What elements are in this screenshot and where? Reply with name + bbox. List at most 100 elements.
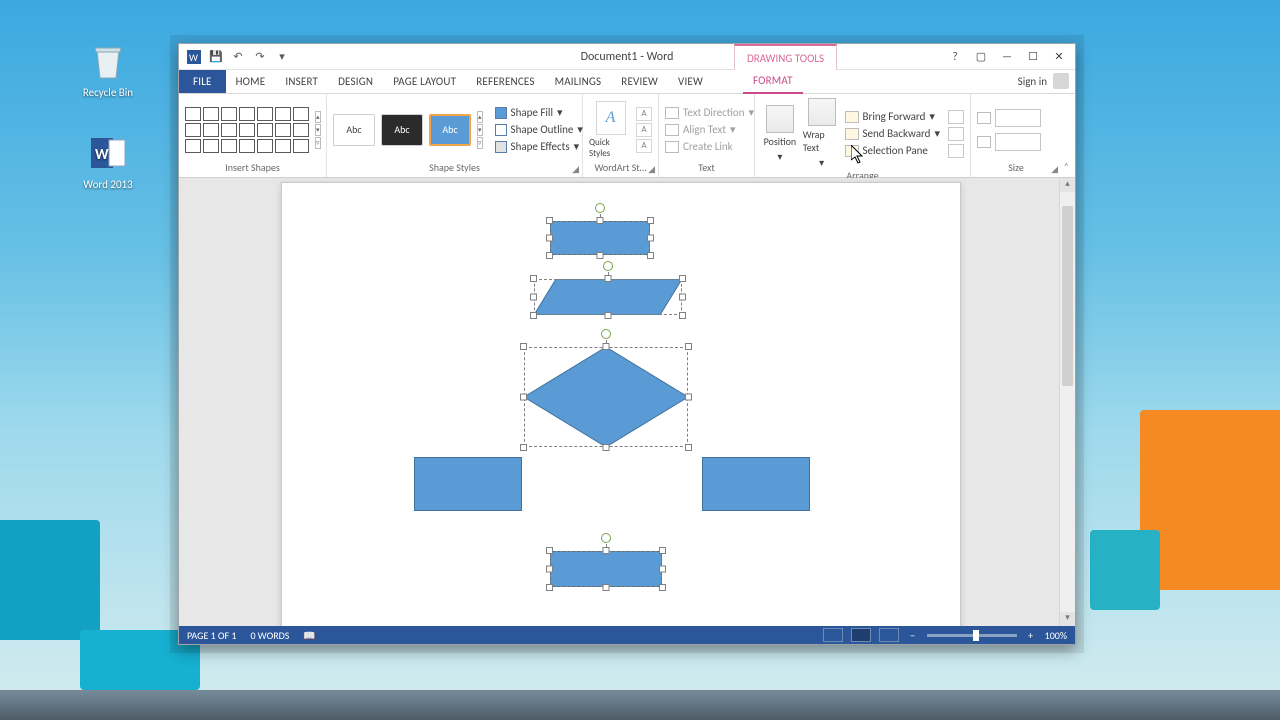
ribbon: ▴▾▿ Insert Shapes AbcAbcAbc ▴▾▿ Shape Fi… [179, 94, 1075, 178]
redo-button[interactable]: ↷ [251, 48, 269, 66]
save-button[interactable]: 💾 [207, 48, 225, 66]
sign-in-link[interactable]: Sign in [1018, 73, 1069, 89]
ribbon-display-button[interactable]: ▢ [969, 48, 993, 66]
quick-styles-button[interactable]: A [596, 101, 626, 135]
scroll-down-button[interactable]: ▾ [1060, 612, 1075, 626]
scroll-thumb[interactable] [1062, 206, 1073, 386]
tab-view[interactable]: VIEW [668, 71, 713, 93]
tab-mailings[interactable]: MAILINGS [545, 71, 612, 93]
flowchart-diamond[interactable] [524, 347, 688, 447]
minimize-button[interactable]: — [995, 48, 1019, 66]
title-bar: W 💾 ↶ ↷ ▾ Document1 - Word DRAWING TOOLS… [179, 44, 1075, 70]
tab-design[interactable]: DESIGN [328, 71, 383, 93]
spellcheck-icon[interactable]: 📖 [303, 629, 315, 642]
drawing-tools-context-label: DRAWING TOOLS [734, 44, 837, 70]
outline-swatch-icon [495, 124, 507, 136]
print-layout-button[interactable] [851, 628, 871, 642]
group-label: Insert Shapes [225, 161, 280, 174]
recycle-bin-icon [87, 40, 129, 82]
position-icon [766, 105, 794, 133]
send-backward-button[interactable]: Send Backward ▾ [845, 127, 940, 140]
shape-style-thumb[interactable]: Abc [429, 114, 471, 146]
rotate-button[interactable] [948, 144, 964, 158]
width-icon [977, 136, 991, 148]
desktop-icon-label: Word 2013 [83, 178, 132, 191]
gallery-scroll[interactable]: ▴▾▿ [477, 111, 483, 149]
page-indicator[interactable]: PAGE 1 OF 1 [187, 629, 236, 642]
position-button[interactable]: Position▾ [761, 105, 799, 163]
zoom-slider[interactable] [927, 634, 1017, 637]
dialog-launcher-icon[interactable]: ◢ [648, 164, 655, 175]
zoom-level[interactable]: 100% [1045, 629, 1067, 642]
group-label: WordArt St… [594, 161, 646, 174]
qat-customize-button[interactable]: ▾ [273, 48, 291, 66]
text-fill-button[interactable]: A [636, 107, 652, 121]
desktop-icon-label: Recycle Bin [83, 86, 133, 99]
document-area[interactable] [179, 178, 1059, 626]
taskbar[interactable] [0, 690, 1280, 720]
tab-format[interactable]: FORMAT [743, 70, 803, 94]
effects-swatch-icon [495, 141, 507, 153]
gallery-scroll[interactable]: ▴▾▿ [315, 111, 321, 149]
flowchart-rect[interactable] [550, 221, 650, 255]
help-button[interactable]: ? [943, 48, 967, 66]
group-label: Size [1008, 161, 1024, 174]
shape-width-input[interactable] [977, 133, 1041, 151]
text-effects-button[interactable]: A [636, 139, 652, 153]
bring-forward-icon [845, 111, 859, 123]
desktop-icon-word[interactable]: W Word 2013 [72, 132, 144, 191]
word-icon: W [87, 132, 129, 174]
shape-style-thumb[interactable]: Abc [333, 114, 375, 146]
maximize-button[interactable]: ☐ [1021, 48, 1045, 66]
shape-gallery[interactable] [185, 107, 309, 153]
zoom-in-button[interactable]: + [1025, 629, 1037, 642]
page[interactable] [281, 182, 961, 626]
desktop-icon-recycle-bin[interactable]: Recycle Bin [72, 40, 144, 99]
align-text-icon [665, 124, 679, 136]
selection-pane-icon [845, 145, 859, 157]
group-shape-styles: AbcAbcAbc ▴▾▿ Shape Fill ▾ Shape Outline… [327, 94, 583, 177]
web-layout-button[interactable] [879, 628, 899, 642]
create-link-button[interactable]: Create Link [665, 140, 754, 153]
dialog-launcher-icon[interactable]: ◢ [572, 164, 579, 175]
tab-review[interactable]: REVIEW [611, 71, 668, 93]
flowchart-parallelogram[interactable] [534, 279, 682, 315]
shape-effects-button[interactable]: Shape Effects ▾ [495, 140, 583, 153]
text-direction-button[interactable]: Text Direction ▾ [665, 106, 754, 119]
scroll-up-button[interactable]: ▴ [1060, 178, 1075, 192]
bring-forward-button[interactable]: Bring Forward ▾ [845, 110, 940, 123]
wrap-text-button[interactable]: Wrap Text▾ [803, 98, 841, 169]
shape-style-thumb[interactable]: Abc [381, 114, 423, 146]
group-arrange: Position▾ Wrap Text▾ Bring Forward ▾ Sen… [755, 94, 971, 177]
tab-page-layout[interactable]: PAGE LAYOUT [383, 71, 466, 93]
send-backward-icon [845, 128, 859, 140]
undo-button[interactable]: ↶ [229, 48, 247, 66]
tab-references[interactable]: REFERENCES [466, 71, 544, 93]
collapse-ribbon-button[interactable]: ˄ [1064, 160, 1069, 173]
link-icon [665, 141, 679, 153]
flowchart-rect[interactable] [702, 457, 810, 511]
selection-pane-button[interactable]: Selection Pane [845, 144, 940, 157]
zoom-out-button[interactable]: − [907, 629, 919, 642]
shape-outline-button[interactable]: Shape Outline ▾ [495, 123, 583, 136]
group-size: Size ◢ [971, 94, 1061, 177]
align-text-button[interactable]: Align Text ▾ [665, 123, 754, 136]
tab-file[interactable]: FILE [179, 70, 226, 93]
flowchart-rect[interactable] [414, 457, 522, 511]
sign-in-label: Sign in [1018, 75, 1047, 88]
align-button[interactable] [948, 110, 964, 124]
tab-insert[interactable]: INSERT [275, 71, 328, 93]
close-button[interactable]: ✕ [1047, 48, 1071, 66]
dialog-launcher-icon[interactable]: ◢ [1051, 164, 1058, 175]
text-outline-button[interactable]: A [636, 123, 652, 137]
read-mode-button[interactable] [823, 628, 843, 642]
vertical-scrollbar[interactable]: ▴ ▾ [1059, 178, 1075, 626]
word-icon[interactable]: W [185, 48, 203, 66]
shape-height-input[interactable] [977, 109, 1041, 127]
tab-home[interactable]: HOME [226, 71, 276, 93]
group-button[interactable] [948, 127, 964, 141]
style-gallery[interactable]: AbcAbcAbc [333, 114, 471, 146]
shape-fill-button[interactable]: Shape Fill ▾ [495, 106, 583, 119]
word-count[interactable]: 0 WORDS [250, 629, 289, 642]
flowchart-rect[interactable] [550, 551, 662, 587]
